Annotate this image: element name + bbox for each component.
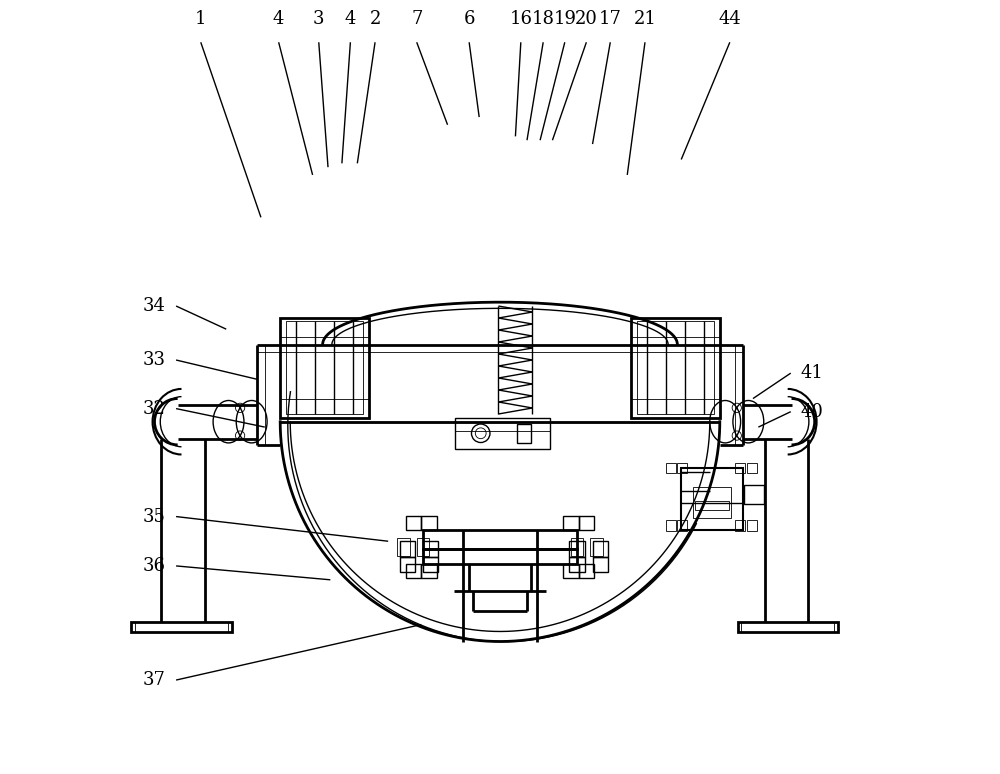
Bar (569, 557, 585, 572)
Bar (677, 520, 687, 531)
Bar (590, 538, 603, 557)
Bar (406, 515, 421, 529)
Text: 32: 32 (143, 399, 166, 418)
Bar (423, 549, 577, 564)
Text: 35: 35 (143, 508, 166, 526)
Bar (517, 424, 531, 444)
Text: 6: 6 (463, 10, 475, 29)
Bar (423, 541, 438, 557)
Bar (280, 317, 369, 418)
Bar (738, 622, 838, 632)
Text: 16: 16 (509, 10, 532, 29)
Bar (677, 463, 687, 474)
Bar (406, 564, 421, 578)
Bar (695, 501, 729, 510)
Bar (286, 321, 363, 414)
Bar (631, 317, 720, 418)
Bar (681, 468, 743, 529)
Text: 2: 2 (369, 10, 381, 29)
Text: 40: 40 (801, 402, 824, 421)
Bar (593, 557, 608, 572)
Bar (569, 541, 585, 557)
Bar (417, 538, 429, 557)
Bar (131, 622, 232, 632)
Bar (747, 463, 757, 474)
Bar (693, 488, 731, 518)
Bar (563, 564, 579, 578)
Text: 34: 34 (143, 297, 166, 315)
Bar (747, 520, 757, 531)
Text: 37: 37 (143, 671, 166, 689)
Text: 4: 4 (273, 10, 284, 29)
Bar (579, 564, 594, 578)
Bar (423, 557, 438, 572)
Text: 21: 21 (634, 10, 656, 29)
Text: 17: 17 (599, 10, 622, 29)
Bar (735, 463, 745, 474)
Text: 3: 3 (313, 10, 325, 29)
Bar (455, 418, 550, 449)
Bar (571, 538, 583, 557)
Bar (421, 564, 437, 578)
Bar (666, 463, 676, 474)
Text: 19: 19 (553, 10, 576, 29)
Bar (563, 515, 579, 529)
Text: 1: 1 (195, 10, 207, 29)
Text: 18: 18 (532, 10, 555, 29)
Text: 41: 41 (801, 364, 824, 382)
Bar (637, 321, 714, 414)
Bar (397, 538, 410, 557)
Text: 20: 20 (575, 10, 598, 29)
Text: 36: 36 (143, 557, 166, 575)
Bar (735, 520, 745, 531)
Text: 33: 33 (143, 351, 166, 369)
Text: 44: 44 (718, 10, 741, 29)
Bar (400, 541, 415, 557)
Bar (400, 557, 415, 572)
Bar (423, 529, 577, 549)
Bar (421, 515, 437, 529)
Text: 4: 4 (345, 10, 356, 29)
Text: 7: 7 (411, 10, 422, 29)
Bar (666, 520, 676, 531)
Bar (744, 485, 764, 504)
Bar (579, 515, 594, 529)
Bar (593, 541, 608, 557)
